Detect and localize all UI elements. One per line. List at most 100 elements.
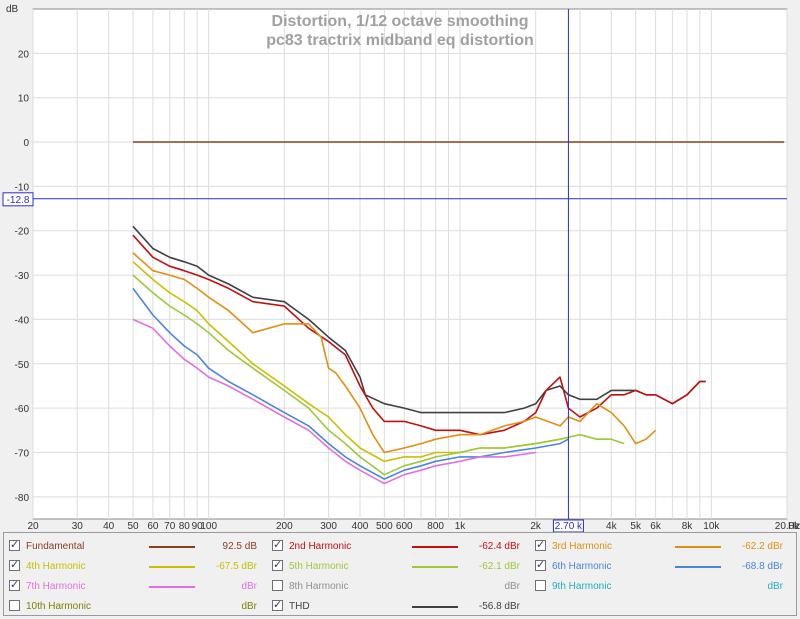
y-tick-label: -70 xyxy=(15,448,30,459)
legend-label: 7th Harmonic xyxy=(26,581,86,592)
y-tick-label: -20 xyxy=(15,227,30,238)
legend-value: -62.1 dBr xyxy=(478,561,520,572)
legend-label: 5th Harmonic xyxy=(289,561,349,572)
legend-label: 9th Harmonic xyxy=(552,581,612,592)
y-tick-label: 10 xyxy=(18,94,30,105)
chart-title: Distortion, 1/12 octave smoothing xyxy=(272,13,529,30)
cursor-x-label: 2.70 k xyxy=(555,521,583,532)
legend-item-3rd-harmonic: 3rd Harmonic -62.2 dBr xyxy=(535,537,793,557)
x-tick-label: 20 xyxy=(27,521,39,532)
x-tick-label: 500 xyxy=(376,521,393,532)
x-axis-unit: Hz xyxy=(788,521,800,532)
legend-checkbox-thd[interactable] xyxy=(272,598,283,611)
y-tick-label: 20 xyxy=(18,49,30,60)
legend-label: 10th Harmonic xyxy=(26,601,92,612)
legend-label: 4th Harmonic xyxy=(26,561,86,572)
x-tick-label: 1k xyxy=(455,521,467,532)
series-line-6th-harmonic xyxy=(132,287,569,480)
series-line-2nd-harmonic xyxy=(132,234,706,436)
y-tick-label: -60 xyxy=(15,404,30,415)
cursor-y-label-box xyxy=(2,192,34,207)
legend-label: 3rd Harmonic xyxy=(552,541,613,552)
legend-checkbox-9th-harmonic[interactable] xyxy=(535,580,546,591)
legend-value: -62.4 dBr xyxy=(478,541,520,552)
legend-checkbox-7th-harmonic[interactable] xyxy=(9,578,20,591)
x-tick-label: 100 xyxy=(200,521,217,532)
legend-item-fundamental: Fundamental 92.5 dB xyxy=(9,537,267,557)
legend-label: 8th Harmonic xyxy=(289,581,349,592)
legend-item-6th-harmonic: 6th Harmonic -68.8 dBr xyxy=(535,557,793,577)
y-tick-label: -50 xyxy=(15,360,30,371)
legend-swatch-7th-harmonic xyxy=(149,586,195,588)
legend-swatch-5th-harmonic xyxy=(412,566,458,568)
y-tick-label: 0 xyxy=(23,138,29,149)
x-tick-label: 30 xyxy=(72,521,84,532)
x-tick-label: 80 xyxy=(179,521,191,532)
legend-item-7th-harmonic: 7th Harmonic dBr xyxy=(9,577,267,597)
legend-swatch-thd xyxy=(412,606,458,608)
cursor-y-label: -12.8 xyxy=(7,195,30,206)
legend-item-9th-harmonic: 9th Harmonic dBr xyxy=(535,577,793,597)
legend-item-thd: THD -56.8 dBr xyxy=(272,597,530,617)
legend-checkbox-10th-harmonic[interactable] xyxy=(9,600,20,611)
y-tick-label: -10 xyxy=(15,182,30,193)
y-axis-label: dB xyxy=(6,4,19,15)
legend-label: THD xyxy=(289,601,310,612)
y-tick-label: -30 xyxy=(15,271,30,282)
x-tick-label: 300 xyxy=(320,521,337,532)
legend-checkbox-5th-harmonic[interactable] xyxy=(272,558,283,571)
x-tick-label: 8k xyxy=(682,521,694,532)
legend-swatch-2nd-harmonic xyxy=(412,546,458,548)
x-tick-label: 600 xyxy=(396,521,413,532)
legend-checkbox-8th-harmonic[interactable] xyxy=(272,580,283,591)
legend-value: -67.5 dBr xyxy=(215,561,257,572)
legend-label: 6th Harmonic xyxy=(552,561,612,572)
legend-value: 92.5 dB xyxy=(222,541,257,552)
x-tick-label: 5k xyxy=(630,521,642,532)
series-line-3rd-harmonic xyxy=(132,252,657,454)
chart-subtitle: pc83 tractrix midband eq distortion xyxy=(266,32,534,49)
legend-value: dBr xyxy=(241,581,257,592)
legend-swatch-3rd-harmonic xyxy=(675,546,721,548)
x-tick-label: 90 xyxy=(192,521,204,532)
distortion-chart: -12.82.70 k 20100-10-20-30-40-50-60-70-8… xyxy=(2,4,800,532)
legend-checkbox-3rd-harmonic[interactable] xyxy=(535,538,546,551)
legend-item-10th-harmonic: 10th Harmonic dBr xyxy=(9,597,267,617)
series-line-7th-harmonic xyxy=(132,318,536,485)
legend-value: -56.8 dBr xyxy=(478,601,520,612)
legend-item-8th-harmonic: 8th Harmonic dBr xyxy=(272,577,530,597)
legend-value: -68.8 dBr xyxy=(741,561,783,572)
legend-swatch-fundamental xyxy=(149,546,195,548)
plot-area[interactable] xyxy=(32,8,788,520)
x-tick-label: 50 xyxy=(127,521,139,532)
cursor-x-label-box xyxy=(552,519,584,532)
legend-value: dBr xyxy=(504,581,520,592)
legend-checkbox-2nd-harmonic[interactable] xyxy=(272,538,283,551)
x-tick-label: 20.0k xyxy=(775,521,800,532)
legend-panel: Fundamental 92.5 dB 2nd Harmonic -62.4 dBr 3… xyxy=(3,532,797,616)
legend-value: dBr xyxy=(241,601,257,612)
x-tick-label: 200 xyxy=(276,521,293,532)
legend-label: Fundamental xyxy=(26,541,85,552)
legend-item-2nd-harmonic: 2nd Harmonic -62.4 dBr xyxy=(272,537,530,557)
x-tick-label: 6k xyxy=(650,521,662,532)
legend-checkbox-fundamental[interactable] xyxy=(9,538,20,551)
legend-item-5th-harmonic: 5th Harmonic -62.1 dBr xyxy=(272,557,530,577)
legend-label: 2nd Harmonic xyxy=(289,541,352,552)
y-tick-label: -40 xyxy=(15,315,30,326)
x-tick-label: 60 xyxy=(147,521,159,532)
legend-swatch-6th-harmonic xyxy=(675,566,721,568)
legend-value: dBr xyxy=(767,581,783,592)
x-tick-label: 800 xyxy=(427,521,444,532)
legend-value: -62.2 dBr xyxy=(741,541,783,552)
legend-swatch-4th-harmonic xyxy=(149,566,195,568)
legend-checkbox-6th-harmonic[interactable] xyxy=(535,558,546,571)
legend-checkbox-4th-harmonic[interactable] xyxy=(9,558,20,571)
x-tick-label: 2k xyxy=(530,521,542,532)
legend-item-4th-harmonic: 4th Harmonic -67.5 dBr xyxy=(9,557,267,577)
x-tick-label: 4k xyxy=(606,521,618,532)
series-line-5th-harmonic xyxy=(132,274,625,476)
x-tick-label: 10k xyxy=(703,521,720,532)
x-tick-label: 400 xyxy=(352,521,369,532)
x-tick-label: 70 xyxy=(164,521,176,532)
